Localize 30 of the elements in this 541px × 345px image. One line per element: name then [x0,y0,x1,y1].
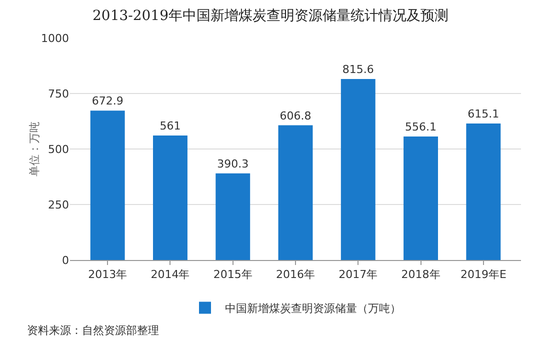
y-tick-label: 250 [48,198,69,212]
bar [404,136,438,260]
bar [216,173,250,260]
x-tick-label: 2013年 [88,268,128,282]
bar [466,123,501,260]
chart-title: 2013-2019年中国新增煤炭查明资源储量统计情况及预测 [92,8,448,24]
x-tick-label: 2016年 [276,268,315,282]
y-tick-label: 750 [48,87,69,100]
data-label: 672.9 [92,94,124,108]
bar [278,125,313,260]
data-label: 390.3 [217,157,249,170]
x-tick-label: 2018年 [401,268,440,282]
legend-label: 中国新增煤炭查明资源储量（万吨） [225,302,401,316]
x-tick-label: 2019年E [460,268,506,282]
x-tick-label: 2014年 [150,268,190,282]
y-tick-label: 1000 [41,32,69,45]
text: 资料来源：自然资源部整理 [27,324,159,337]
y-tick-label: 0 [62,254,69,267]
data-label: 615.1 [468,107,500,120]
bar [90,110,125,260]
data-label: 606.8 [280,109,312,122]
data-label: 561 [160,119,181,132]
x-tick-label: 2015年 [213,268,252,282]
data-label: 815.6 [342,62,374,76]
bar [340,78,376,260]
bar [153,135,188,260]
data-label: 556.1 [405,120,437,134]
y-axis-title: 单位：万吨 [28,122,41,176]
x-tick-label: 2017年 [338,268,378,282]
y-tick-label: 500 [48,142,69,156]
